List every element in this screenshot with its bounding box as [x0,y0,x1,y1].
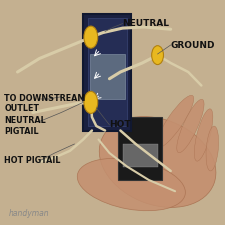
Text: NEUTRAL
PIGTAIL: NEUTRAL PIGTAIL [4,116,46,136]
Bar [83,14,131,130]
Text: GROUND: GROUND [171,40,215,50]
Text: HOT: HOT [109,120,131,129]
Ellipse shape [99,117,216,207]
Text: TO DOWNSTREAM
OUTLET: TO DOWNSTREAM OUTLET [4,94,86,113]
Ellipse shape [84,26,98,48]
Bar [88,18,127,126]
Ellipse shape [122,124,149,164]
Text: handyman: handyman [9,209,49,218]
Ellipse shape [152,46,164,65]
Ellipse shape [84,91,98,113]
Text: NEUTRAL: NEUTRAL [123,19,170,28]
Ellipse shape [177,99,204,153]
Ellipse shape [156,95,194,148]
Ellipse shape [206,126,219,171]
Bar [123,144,158,166]
Bar [90,54,125,99]
Text: HOT PIGTAIL: HOT PIGTAIL [4,156,61,165]
Bar [118,117,162,180]
Ellipse shape [77,158,185,211]
Ellipse shape [194,109,213,161]
